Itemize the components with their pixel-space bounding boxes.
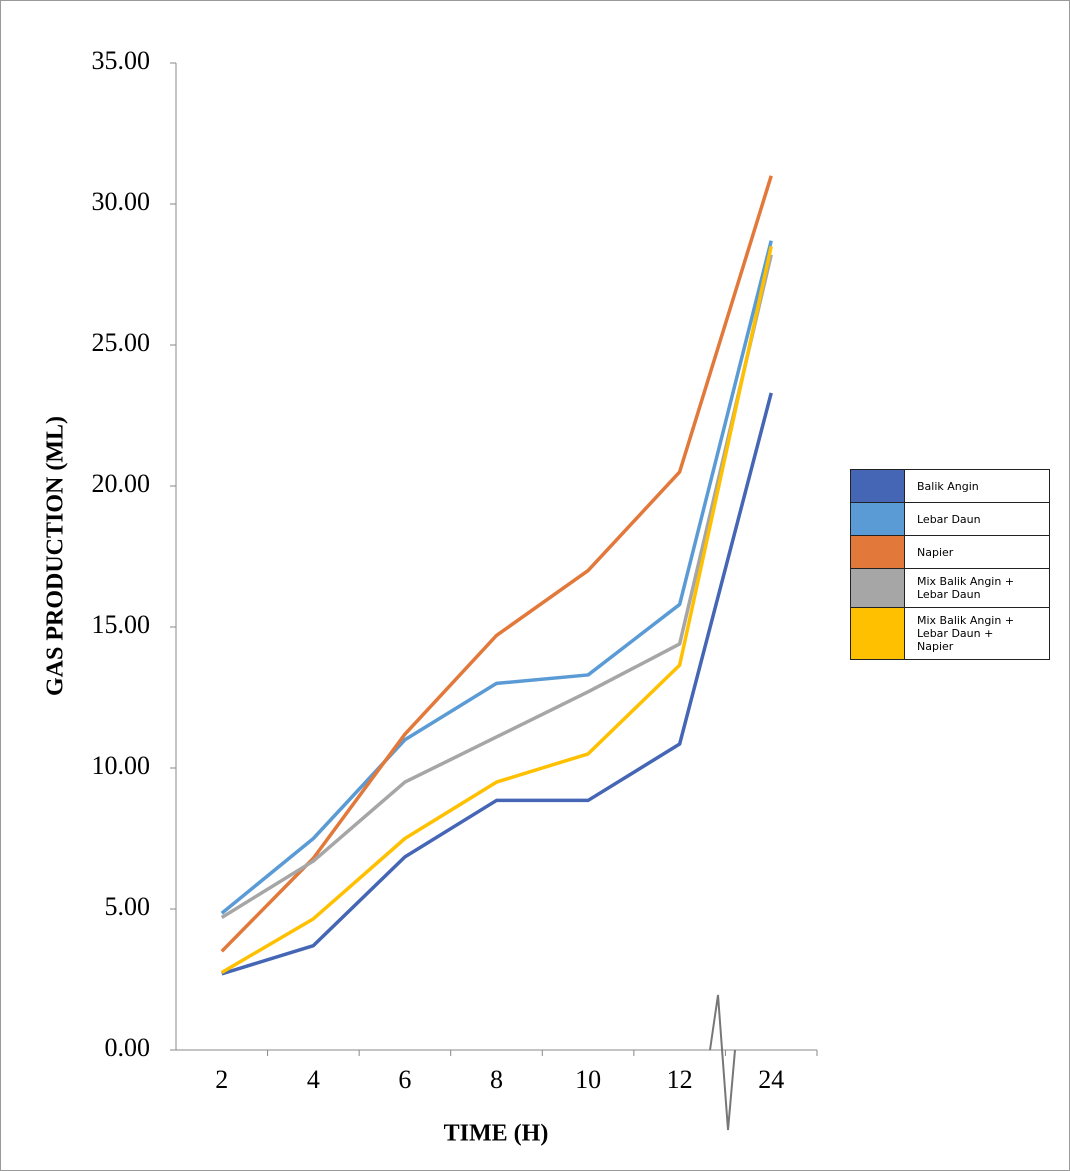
y-tick-label: 35.00 xyxy=(92,46,151,75)
y-tick-label: 5.00 xyxy=(105,892,151,921)
x-tick-label: 24 xyxy=(758,1065,784,1094)
x-tick-label: 4 xyxy=(307,1065,320,1094)
y-axis-title: GAS PRODUCTION (ML) xyxy=(43,416,69,696)
legend: Balik Angin Lebar Daun Napier Mix Balik Ang… xyxy=(850,469,1050,660)
series-line xyxy=(221,392,773,976)
legend-label: Mix Balik Angin + Lebar Daun + Napier xyxy=(917,614,1015,653)
axis-break xyxy=(709,994,736,1131)
x-tick-label: 2 xyxy=(215,1065,228,1094)
series-line xyxy=(220,240,773,915)
y-tick-label: 0.00 xyxy=(105,1033,151,1062)
legend-label: Mix Balik Angin + Lebar Daun xyxy=(917,575,1015,601)
legend-item: Napier xyxy=(851,535,1049,568)
y-tick-label: 30.00 xyxy=(92,187,151,216)
legend-swatch xyxy=(851,503,905,535)
y-tick-label: 10.00 xyxy=(92,751,151,780)
legend-item: Mix Balik Angin + Lebar Daun xyxy=(851,568,1049,607)
x-tick-label: 10 xyxy=(575,1065,601,1094)
series-line xyxy=(220,254,773,919)
legend-swatch xyxy=(851,569,905,607)
legend-swatch xyxy=(851,536,905,568)
y-tick-label: 25.00 xyxy=(92,328,151,357)
x-tick-label: 8 xyxy=(490,1065,503,1094)
x-axis-title: TIME (H) xyxy=(444,1121,549,1147)
series-line xyxy=(220,245,773,974)
legend-label: Balik Angin xyxy=(917,479,979,493)
legend-label: Lebar Daun xyxy=(917,512,981,526)
series-line xyxy=(220,175,773,953)
x-tick-label: 12 xyxy=(667,1065,693,1094)
legend-item: Lebar Daun xyxy=(851,502,1049,535)
legend-swatch xyxy=(851,608,905,659)
y-tick-label: 15.00 xyxy=(92,610,151,639)
y-tick-label: 20.00 xyxy=(92,469,151,498)
legend-label: Napier xyxy=(917,545,954,559)
x-tick-label: 6 xyxy=(398,1065,411,1094)
legend-item: Balik Angin xyxy=(851,470,1049,502)
legend-item: Mix Balik Angin + Lebar Daun + Napier xyxy=(851,607,1049,659)
legend-swatch xyxy=(851,470,905,502)
